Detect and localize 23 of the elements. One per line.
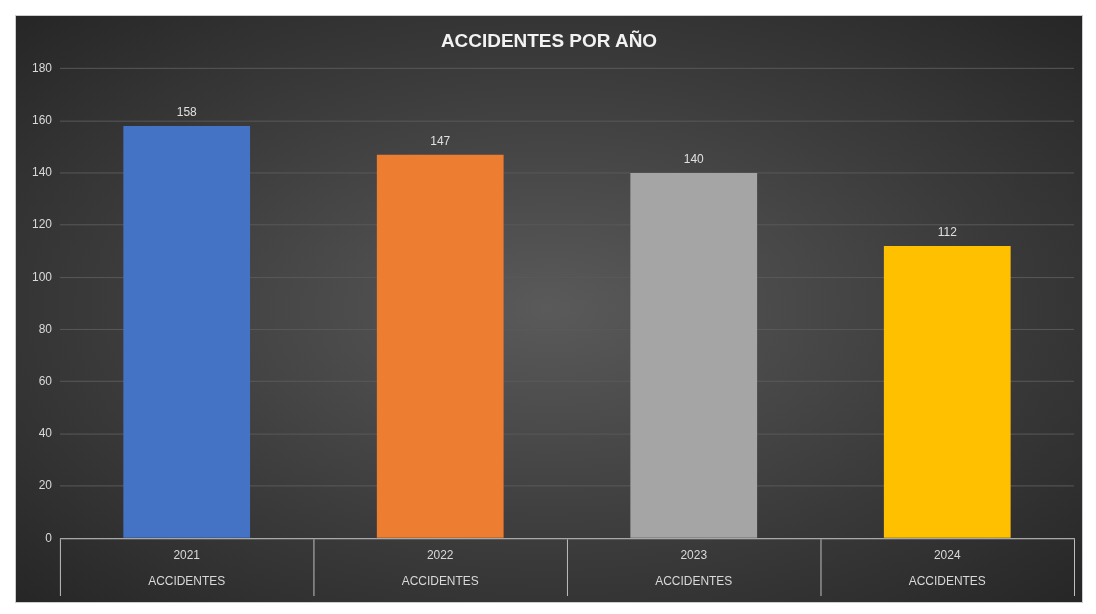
y-tick-label: 160 bbox=[31, 113, 53, 128]
data-label: 147 bbox=[430, 134, 451, 149]
x-tick-label: 2023 bbox=[680, 548, 708, 563]
y-tick-label: 40 bbox=[38, 426, 53, 441]
y-tick-label: 120 bbox=[31, 217, 53, 232]
y-tick-label: 20 bbox=[38, 478, 53, 493]
y-tick-label: 60 bbox=[38, 373, 53, 388]
y-tick-label: 100 bbox=[31, 269, 53, 284]
chart-title: ACCIDENTES POR AÑO bbox=[440, 29, 658, 51]
x-tick-label: 2024 bbox=[933, 548, 961, 563]
text: ACCIDENTES bbox=[908, 574, 986, 589]
data-label: 112 bbox=[937, 225, 958, 240]
x-tick-label: 2022 bbox=[426, 548, 454, 563]
y-tick-label: 140 bbox=[31, 165, 53, 180]
text: ACCIDENTES bbox=[655, 574, 733, 589]
data-label: 158 bbox=[176, 105, 198, 120]
data-label: 140 bbox=[683, 152, 705, 167]
text: ACCIDENTES bbox=[401, 574, 479, 589]
y-tick-label: 180 bbox=[31, 60, 53, 75]
y-tick-label: 80 bbox=[38, 321, 53, 336]
y-tick-label: 0 bbox=[45, 530, 53, 545]
text: ACCIDENTES bbox=[148, 574, 226, 589]
x-tick-label: 2021 bbox=[173, 548, 201, 563]
